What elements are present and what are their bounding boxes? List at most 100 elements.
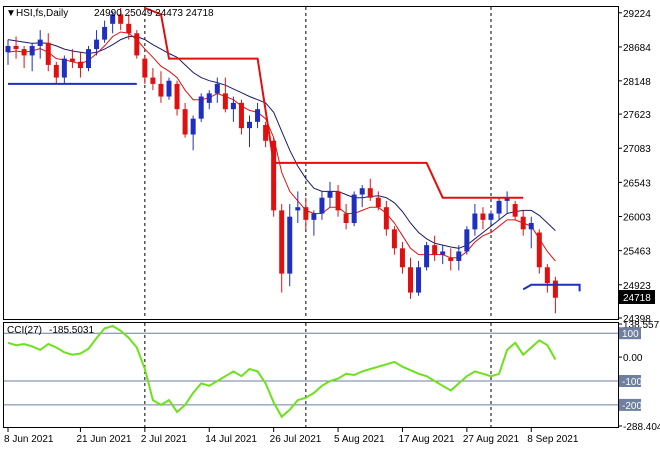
candle-body xyxy=(488,213,494,220)
indicator-value: -185.5031 xyxy=(49,325,94,336)
candle xyxy=(198,93,204,122)
date-tick-label: 5 Aug 2021 xyxy=(334,434,385,445)
candle xyxy=(255,102,261,129)
candle xyxy=(206,90,212,110)
candle-body xyxy=(448,257,454,261)
candle xyxy=(488,210,494,224)
candle-body xyxy=(440,251,446,255)
candle-body xyxy=(158,83,164,97)
date-tick-label: 8 Sep 2021 xyxy=(527,434,579,445)
candle-body xyxy=(53,64,59,78)
candle-body xyxy=(327,191,333,198)
candle-body xyxy=(69,58,75,62)
candle-body xyxy=(118,14,124,24)
price-tick-label: 24398 xyxy=(623,314,651,325)
candle xyxy=(359,185,365,208)
candle xyxy=(182,102,188,138)
indicator-label: CCI(27) xyxy=(7,325,42,336)
date-tick-label: 17 Aug 2021 xyxy=(398,434,455,445)
candle xyxy=(456,245,462,271)
candle-body xyxy=(263,124,269,141)
candle-body xyxy=(110,14,116,24)
ma-fast-line xyxy=(7,31,556,262)
candle-body xyxy=(504,197,510,201)
candle xyxy=(102,20,108,43)
candle-body xyxy=(271,140,277,211)
candle-body xyxy=(496,200,502,214)
candle-body xyxy=(536,232,542,268)
candle-body xyxy=(126,23,132,34)
moving-average-lines xyxy=(7,31,556,262)
cci-tick-box xyxy=(619,327,641,340)
candle-body xyxy=(45,42,51,65)
candle-body xyxy=(5,45,11,53)
candle xyxy=(440,245,446,265)
candle xyxy=(351,191,357,227)
candle xyxy=(319,191,325,220)
candle-body xyxy=(238,102,244,129)
candle-body xyxy=(21,49,27,56)
period-separators xyxy=(144,7,492,427)
candle-body xyxy=(134,33,140,56)
candle-body xyxy=(182,109,188,135)
date-tick-label: 26 Jul 2021 xyxy=(270,434,322,445)
price-tick-label: 29224 xyxy=(623,9,651,20)
candle xyxy=(512,200,518,220)
candle xyxy=(520,210,526,236)
candle xyxy=(416,260,422,296)
candle xyxy=(126,14,132,40)
candle xyxy=(311,210,317,236)
candle xyxy=(94,30,100,56)
price-panel-frame xyxy=(3,6,619,320)
candle-body xyxy=(424,245,430,268)
date-axis: 8 Jun 2021 21 Jun 2021 2 Jul 2021 14 Jul 20… xyxy=(4,428,579,445)
candle xyxy=(37,30,43,59)
candle-body xyxy=(190,118,196,135)
cci-tick-label: 0.00 xyxy=(623,353,643,364)
candle xyxy=(118,8,124,31)
price-tick-label: 24923 xyxy=(623,281,651,292)
candle xyxy=(496,197,502,220)
symbol-icon: ▼ xyxy=(6,8,16,19)
resistance-lines xyxy=(8,7,581,292)
current-price-tag: 24718 xyxy=(619,290,655,304)
cci-tick-label: -288.404 xyxy=(623,422,660,433)
current-price-label: 24718 xyxy=(623,293,651,304)
candle-body xyxy=(544,267,550,284)
candle xyxy=(424,241,430,271)
candle-body xyxy=(335,191,341,211)
candle xyxy=(432,235,438,261)
candle-body xyxy=(351,194,357,224)
candle xyxy=(528,216,534,249)
candle xyxy=(77,52,83,78)
candle xyxy=(472,204,478,236)
candle xyxy=(303,197,309,230)
candle xyxy=(464,226,470,255)
candle-body xyxy=(359,188,365,195)
candle xyxy=(222,77,228,113)
candle-body xyxy=(528,223,534,230)
candle-body xyxy=(552,280,558,298)
candle-body xyxy=(303,207,309,220)
candle-body xyxy=(198,96,204,119)
cci-tick-label: -200 xyxy=(622,401,642,412)
candle-body xyxy=(383,207,389,230)
candle-body xyxy=(230,102,236,110)
candle-body xyxy=(37,39,43,46)
candle xyxy=(13,36,19,59)
price-tick-label: 28148 xyxy=(623,77,651,88)
candle-body xyxy=(480,213,486,220)
current-price-box xyxy=(619,290,655,304)
candle-body xyxy=(13,45,19,50)
candle xyxy=(5,39,11,65)
candle-body xyxy=(150,77,156,84)
level-line xyxy=(144,7,524,199)
candle-body xyxy=(464,229,470,252)
date-tick-label: 8 Jun 2021 xyxy=(4,434,54,445)
candle xyxy=(375,191,381,211)
candle xyxy=(214,77,220,103)
ohlc-values: 24990 25049 24473 24718 xyxy=(94,8,214,19)
